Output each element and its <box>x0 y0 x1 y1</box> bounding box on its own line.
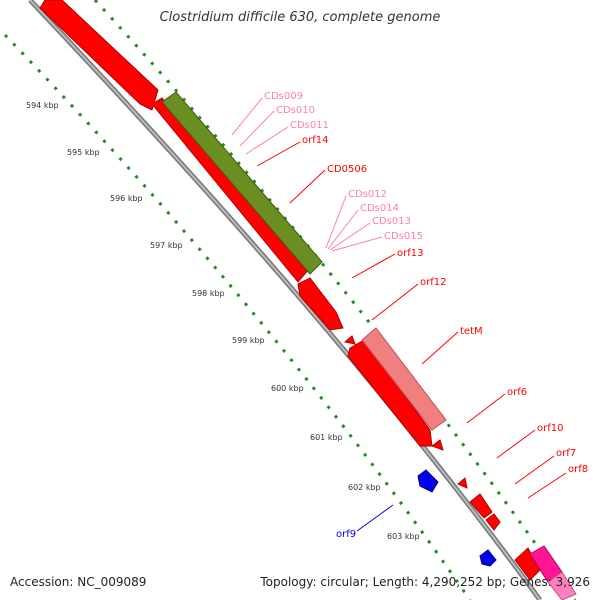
feature-label[interactable]: CDs015 <box>384 231 423 242</box>
tick-label: 597 kbp <box>150 241 183 250</box>
feature-label[interactable]: orf14 <box>302 135 328 146</box>
cds-arrow[interactable] <box>485 513 501 531</box>
tick-label: 596 kbp <box>110 194 143 203</box>
feature-label[interactable]: orf6 <box>507 387 527 398</box>
genome-backbone <box>28 0 543 600</box>
tick-label: 600 kbp <box>271 384 304 393</box>
cds-arrow[interactable] <box>430 439 444 451</box>
tick-label: 598 kbp <box>192 289 225 298</box>
cds-arrow[interactable] <box>343 335 356 345</box>
feature-label[interactable]: orf12 <box>420 277 446 288</box>
rna-feature[interactable] <box>161 91 323 275</box>
feature-label[interactable]: CDs012 <box>348 189 387 200</box>
tick-label: 594 kbp <box>26 101 59 110</box>
mobile-element[interactable] <box>361 327 447 431</box>
pink-feature[interactable] <box>547 571 577 600</box>
feature-label[interactable]: tetM <box>460 326 483 337</box>
map-title: Clostridium difficile 630, complete geno… <box>159 10 441 25</box>
accession-text: Accession: NC_009089 <box>10 575 147 589</box>
feature-label[interactable]: orf7 <box>556 448 576 459</box>
tick-label: 602 kbp <box>348 483 381 492</box>
feature-label[interactable]: CDs010 <box>276 105 315 116</box>
feature-label[interactable]: CD0506 <box>327 164 367 175</box>
tick-label: 603 kbp <box>387 532 420 541</box>
feature-label[interactable]: orf10 <box>537 423 563 434</box>
feature-label[interactable]: CDs009 <box>264 91 303 102</box>
tick-label: 595 kbp <box>67 148 100 157</box>
outer-tick-ruler <box>93 0 577 600</box>
cds-arrow[interactable] <box>151 97 311 283</box>
feature-label[interactable]: CDs014 <box>360 203 399 214</box>
tick-label: 601 kbp <box>310 433 343 442</box>
other-strand-arrow[interactable] <box>479 549 497 567</box>
feature-label[interactable]: CDs013 <box>372 216 411 227</box>
inner-tick-ruler <box>3 33 472 600</box>
feature-label[interactable]: orf8 <box>568 464 588 475</box>
tick-labels: 594 kbp 595 kbp 596 kbp 597 kbp 598 kbp … <box>26 101 420 541</box>
feature-label[interactable]: orf13 <box>397 248 423 259</box>
cds-arrow[interactable] <box>39 0 159 111</box>
other-strand-arrow[interactable] <box>417 469 439 493</box>
feature-label[interactable]: orf9 <box>336 529 356 540</box>
cds-arrow[interactable] <box>297 277 344 331</box>
cds-arrow[interactable] <box>469 493 493 519</box>
feature-label[interactable]: CDs011 <box>290 120 329 131</box>
cds-arrow[interactable] <box>457 477 468 489</box>
tick-label: 599 kbp <box>232 336 265 345</box>
genome-summary-text: Topology: circular; Length: 4,290,252 bp… <box>260 575 590 589</box>
